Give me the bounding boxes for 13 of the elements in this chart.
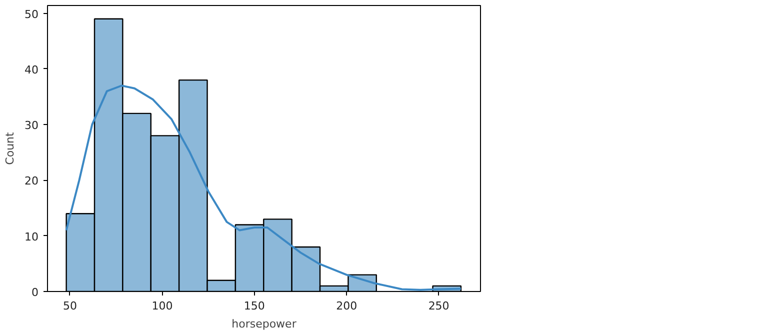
x-tick-label: 100 <box>152 300 173 312</box>
y-tick-label: 40 <box>24 63 39 76</box>
x-axis-title: horsepower <box>232 318 297 330</box>
x-tick-label: 200 <box>336 300 358 312</box>
y-tick-label: 10 <box>24 230 39 244</box>
x-tick-label: 150 <box>244 300 265 312</box>
x-tick-label: 50 <box>63 300 77 312</box>
y-tick-label: 20 <box>24 174 39 188</box>
y-axis-title: Count <box>4 131 17 165</box>
y-tick-label: 50 <box>24 8 39 21</box>
x-tick-label: 250 <box>428 300 450 312</box>
y-tick-label: 30 <box>24 119 39 132</box>
y-tick-label: 0 <box>32 286 38 299</box>
